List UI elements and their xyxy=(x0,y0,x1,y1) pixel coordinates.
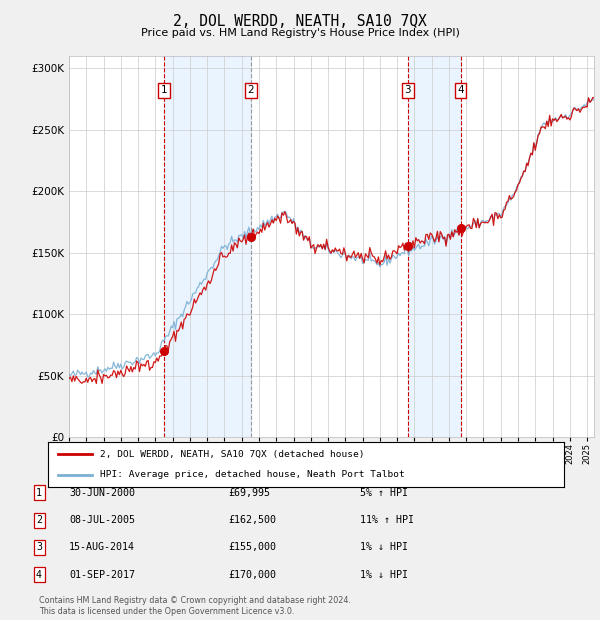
Text: 1: 1 xyxy=(36,488,42,498)
Text: 1% ↓ HPI: 1% ↓ HPI xyxy=(360,570,408,580)
Text: 2: 2 xyxy=(36,515,42,525)
Text: £170,000: £170,000 xyxy=(228,570,276,580)
Text: This data is licensed under the Open Government Licence v3.0.: This data is licensed under the Open Gov… xyxy=(39,607,295,616)
Text: 4: 4 xyxy=(457,85,464,95)
Text: 08-JUL-2005: 08-JUL-2005 xyxy=(69,515,135,525)
Text: 1% ↓ HPI: 1% ↓ HPI xyxy=(360,542,408,552)
Text: 5% ↑ HPI: 5% ↑ HPI xyxy=(360,488,408,498)
Text: 15-AUG-2014: 15-AUG-2014 xyxy=(69,542,135,552)
Text: Contains HM Land Registry data © Crown copyright and database right 2024.: Contains HM Land Registry data © Crown c… xyxy=(39,596,351,604)
Text: 3: 3 xyxy=(36,542,42,552)
Text: 1: 1 xyxy=(161,85,167,95)
Text: £162,500: £162,500 xyxy=(228,515,276,525)
Bar xyxy=(164,56,251,437)
Text: 3: 3 xyxy=(404,85,411,95)
Bar xyxy=(408,56,461,437)
Text: 2, DOL WERDD, NEATH, SA10 7QX (detached house): 2, DOL WERDD, NEATH, SA10 7QX (detached … xyxy=(100,450,364,459)
Text: 01-SEP-2017: 01-SEP-2017 xyxy=(69,570,135,580)
Text: 11% ↑ HPI: 11% ↑ HPI xyxy=(360,515,414,525)
Text: Price paid vs. HM Land Registry's House Price Index (HPI): Price paid vs. HM Land Registry's House … xyxy=(140,28,460,38)
Text: £155,000: £155,000 xyxy=(228,542,276,552)
Text: 2: 2 xyxy=(247,85,254,95)
Text: HPI: Average price, detached house, Neath Port Talbot: HPI: Average price, detached house, Neat… xyxy=(100,470,404,479)
Text: £69,995: £69,995 xyxy=(228,488,270,498)
Text: 30-JUN-2000: 30-JUN-2000 xyxy=(69,488,135,498)
Text: 4: 4 xyxy=(36,570,42,580)
Text: 2, DOL WERDD, NEATH, SA10 7QX: 2, DOL WERDD, NEATH, SA10 7QX xyxy=(173,14,427,29)
